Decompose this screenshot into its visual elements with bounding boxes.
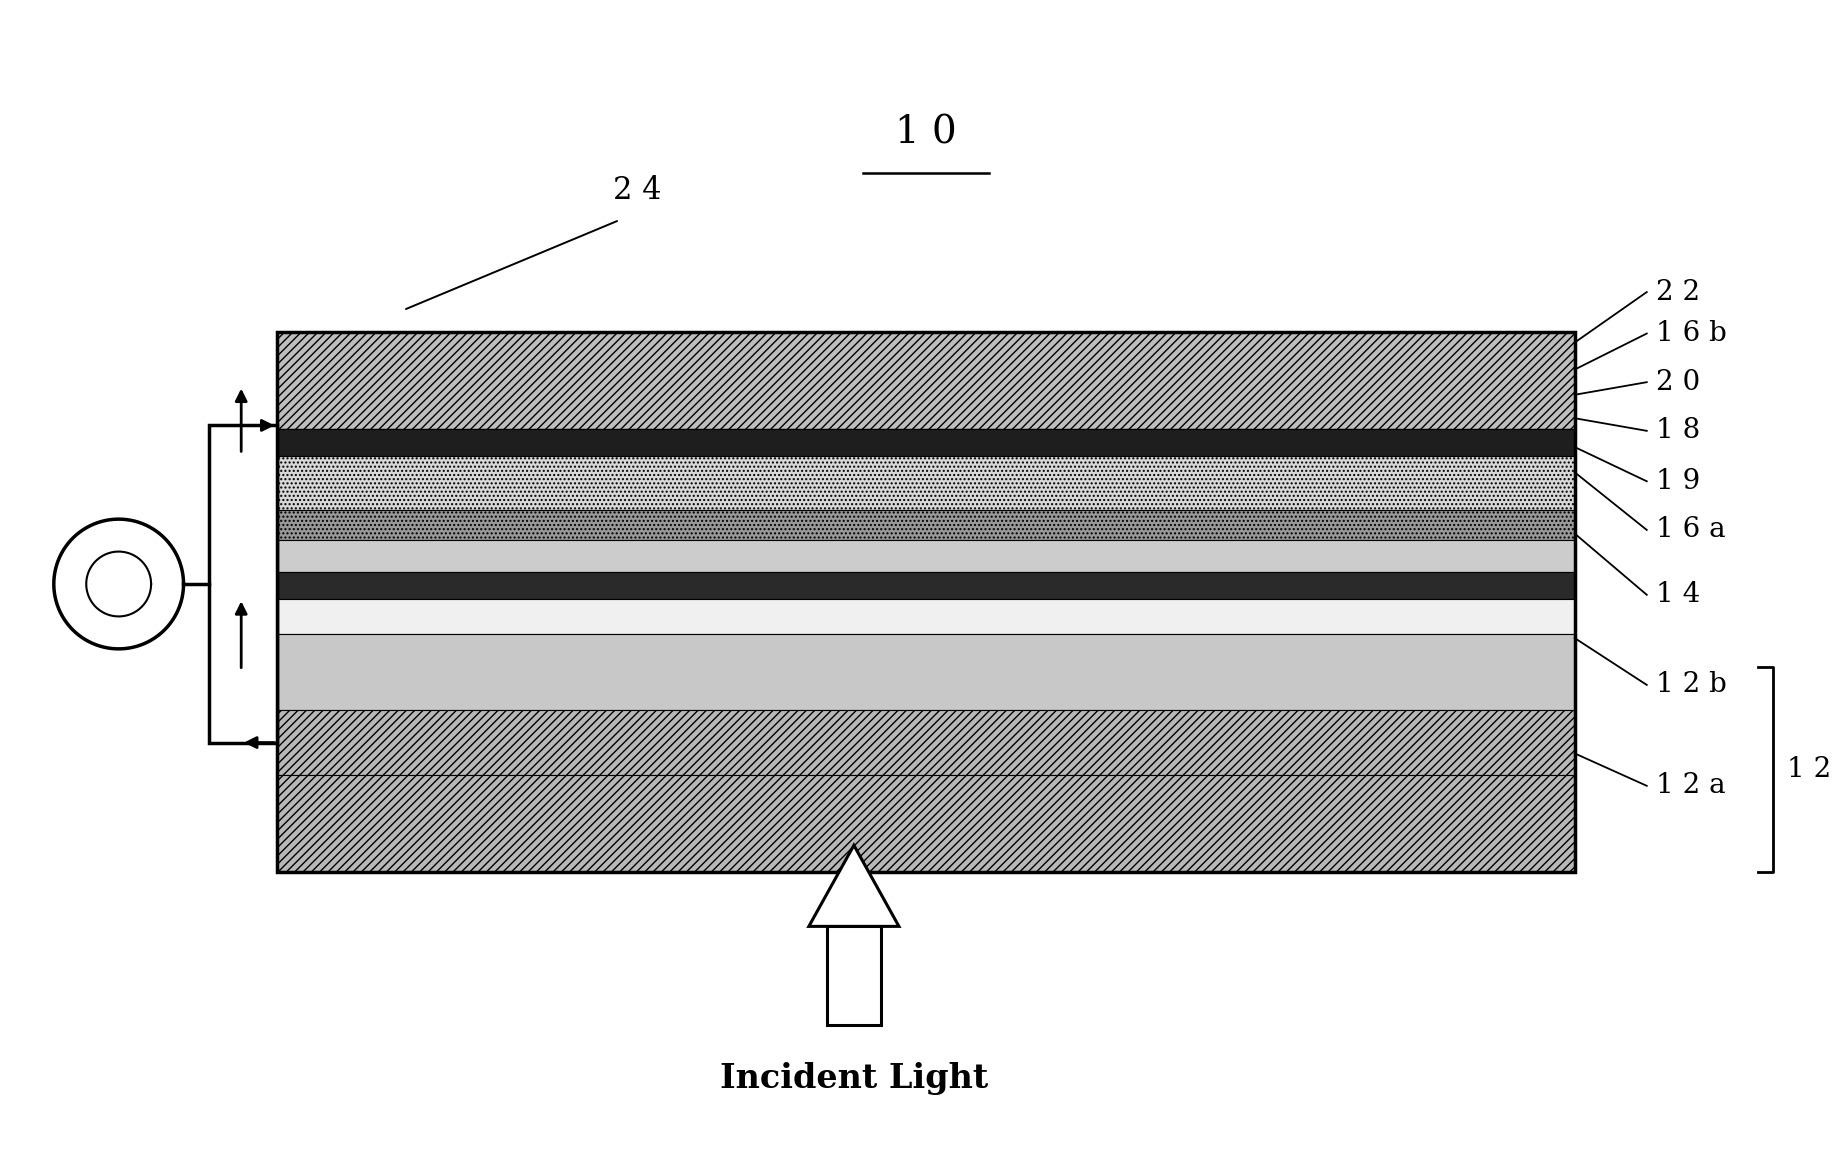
Bar xyxy=(276,332,1574,429)
Bar xyxy=(276,332,1574,872)
Text: 1 6 a: 1 6 a xyxy=(1655,516,1725,543)
Bar xyxy=(276,634,1574,710)
Bar xyxy=(208,425,276,743)
Text: 1 2 b: 1 2 b xyxy=(1655,672,1727,698)
Text: 1 2: 1 2 xyxy=(1788,756,1832,783)
Text: Incident Light: Incident Light xyxy=(721,1062,988,1094)
Text: 1 6 b: 1 6 b xyxy=(1655,320,1727,347)
Bar xyxy=(276,540,1574,572)
Text: 1 8: 1 8 xyxy=(1655,417,1699,444)
Bar xyxy=(276,456,1574,510)
Bar xyxy=(276,599,1574,634)
Text: 1 9: 1 9 xyxy=(1655,468,1699,495)
Text: 2 2: 2 2 xyxy=(1655,279,1699,306)
Bar xyxy=(276,510,1574,540)
Text: 2 0: 2 0 xyxy=(1655,369,1699,396)
Bar xyxy=(276,429,1574,456)
Text: 1 0: 1 0 xyxy=(896,114,957,152)
Polygon shape xyxy=(809,846,899,926)
Text: 1 2 a: 1 2 a xyxy=(1655,772,1725,799)
Bar xyxy=(276,572,1574,599)
Bar xyxy=(828,926,881,1026)
Text: 1 4: 1 4 xyxy=(1655,582,1699,609)
Bar xyxy=(276,332,1574,872)
Bar xyxy=(276,710,1574,776)
Text: 2 4: 2 4 xyxy=(614,174,662,206)
Bar xyxy=(276,776,1574,872)
